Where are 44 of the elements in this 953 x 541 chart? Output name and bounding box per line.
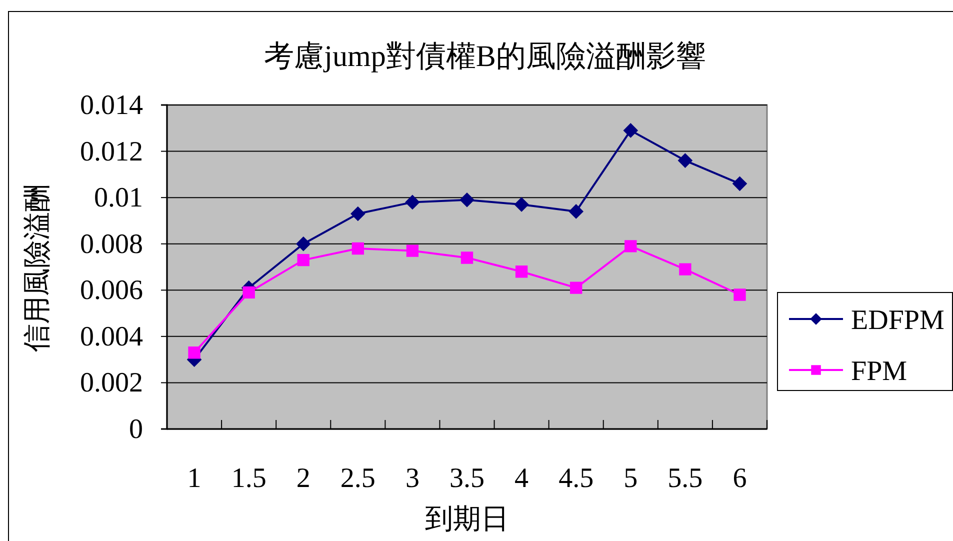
point	[297, 254, 310, 266]
x-tick-label: 6	[732, 462, 747, 494]
y-tick-label: 0.006	[80, 275, 143, 306]
point	[515, 266, 528, 278]
point	[350, 206, 366, 221]
y-tick-label: 0.004	[80, 321, 143, 352]
point	[678, 153, 692, 168]
y-tick-label: 0.012	[80, 136, 143, 168]
point	[242, 286, 255, 299]
x-tick-label: 1.5	[231, 462, 266, 494]
point	[570, 282, 582, 294]
x-axis-title: 到期日	[425, 504, 509, 535]
point	[679, 263, 692, 276]
y-tick-label: 0.014	[80, 90, 143, 121]
point	[734, 288, 746, 301]
x-tick-label: 4.5	[558, 462, 594, 494]
x-tick-label: 3.5	[450, 462, 484, 494]
point	[623, 123, 638, 138]
x-tick-label: 5	[624, 462, 638, 494]
legend-label: FPM	[851, 356, 908, 387]
point	[296, 236, 311, 252]
point	[514, 197, 529, 212]
chart-title: 考慮jump對債權B的風險溢酬影響	[264, 40, 706, 73]
point	[732, 176, 747, 191]
point	[352, 242, 364, 255]
y-tick-label: 0.008	[80, 228, 143, 260]
point	[188, 346, 200, 359]
point	[406, 244, 419, 257]
x-tick-label: 5.5	[668, 462, 703, 494]
y-tick-label: 0	[129, 414, 143, 445]
point	[568, 204, 584, 219]
point	[460, 252, 474, 264]
legend-label: EDFPM	[851, 305, 944, 336]
x-tick-label: 2	[296, 462, 310, 494]
y-tick-label: 0.002	[80, 368, 143, 399]
y-tick-label: 0.01	[94, 182, 143, 214]
point	[460, 192, 474, 208]
x-tick-label: 4	[514, 462, 529, 494]
x-tick-label: 2.5	[340, 462, 376, 494]
point	[624, 240, 637, 252]
x-tick-label: 1	[187, 462, 202, 494]
point	[405, 194, 420, 210]
y-axis-title: 信用風險溢酬	[22, 184, 53, 352]
x-tick-label: 3	[405, 462, 420, 494]
